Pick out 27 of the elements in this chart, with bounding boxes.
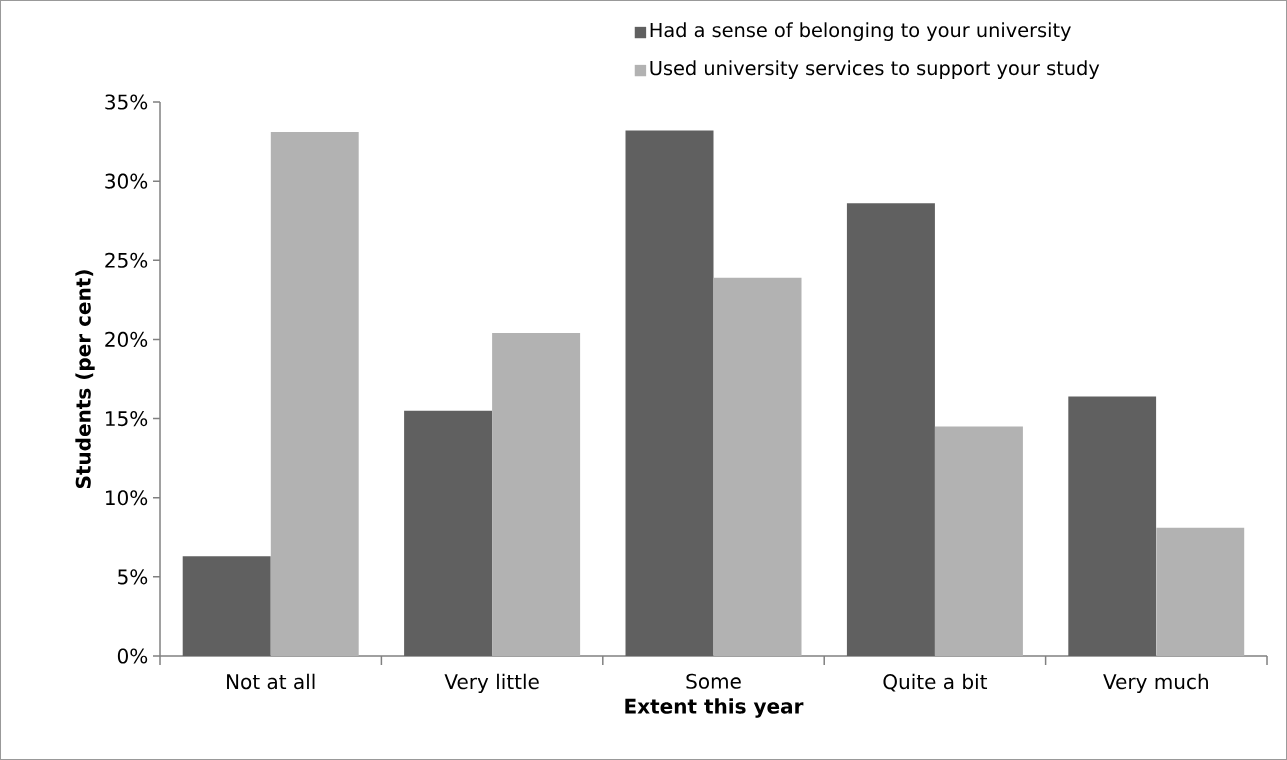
bar (1156, 527, 1245, 656)
x-tick-label: Very much (1103, 673, 1208, 694)
bar (713, 277, 802, 656)
y-tick-label: 30% (105, 173, 148, 189)
y-tick-label: 20% (105, 331, 148, 347)
y-axis-title: Students (per cent) (75, 270, 95, 489)
y-tick-label: 25% (105, 252, 148, 268)
x-tick-label: Not at all (227, 673, 315, 690)
y-tick-label: 15% (106, 411, 148, 427)
y-tick-label: 35% (105, 94, 148, 110)
bar (404, 410, 493, 656)
x-tick-label: Very little (444, 673, 539, 694)
bar (846, 203, 935, 656)
y-tick-label: 5% (118, 569, 148, 585)
legend-label: Had a sense of belonging to your university (650, 22, 1071, 41)
bar (492, 333, 581, 656)
bar (625, 130, 714, 656)
bar (934, 426, 1023, 656)
legend-label: Used university services to support your study (650, 60, 1100, 80)
bar (182, 556, 271, 656)
x-tick-label: Quite a bit (883, 673, 988, 692)
x-axis-title: Extent this year (625, 698, 804, 718)
y-tick-label: 10% (106, 490, 148, 506)
bar (1068, 396, 1157, 656)
y-tick-label: 0% (117, 648, 148, 664)
x-tick-label: Some (686, 673, 741, 689)
bar (270, 132, 359, 656)
